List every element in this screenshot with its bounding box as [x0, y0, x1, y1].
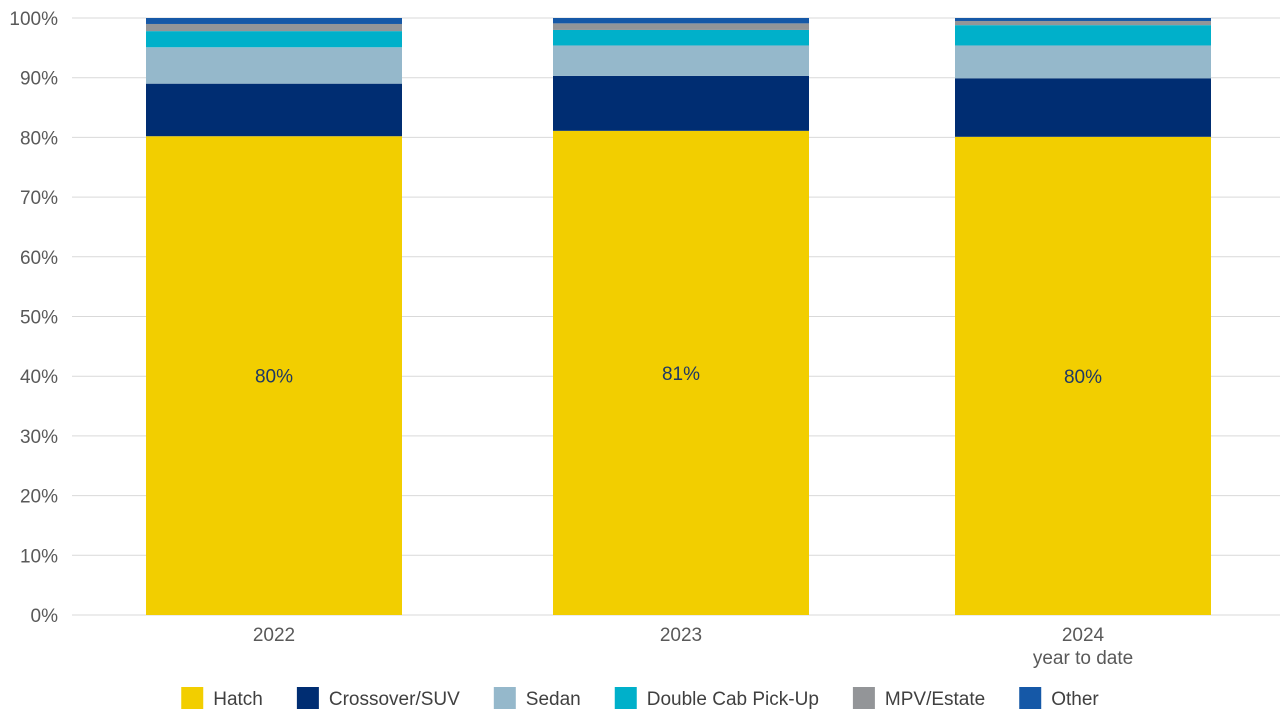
bar-segment-double-cab-pick-up — [553, 29, 809, 46]
bars — [146, 18, 1211, 616]
legend-label: Sedan — [526, 689, 581, 710]
data-label: 81% — [662, 364, 700, 385]
legend-label: MPV/Estate — [885, 689, 985, 710]
y-tick-label: 40% — [20, 367, 58, 388]
bar-segment-crossover-suv — [955, 78, 1211, 137]
y-tick-label: 80% — [20, 128, 58, 149]
legend-label: Hatch — [213, 689, 263, 710]
bar-segment-sedan — [955, 45, 1211, 79]
y-tick-label: 60% — [20, 248, 58, 269]
y-tick-label: 70% — [20, 188, 58, 209]
legend-label: Other — [1051, 689, 1099, 710]
legend-swatch — [852, 687, 875, 709]
legend-swatch — [181, 687, 204, 709]
legend-label: Double Cab Pick-Up — [647, 689, 819, 710]
bar-segment-crossover-suv — [553, 75, 809, 131]
y-tick-label: 100% — [9, 9, 58, 30]
bar-segment-mpv-estate — [146, 23, 402, 32]
legend-swatch — [296, 687, 319, 709]
x-category-label: 2024 year to date — [1033, 625, 1133, 669]
bar-segment-double-cab-pick-up — [955, 25, 1211, 46]
bar-segment-other — [553, 18, 809, 24]
data-label: 80% — [1064, 367, 1102, 388]
data-label: 80% — [255, 367, 293, 388]
bar-segment-mpv-estate — [553, 23, 809, 30]
legend-swatch — [614, 687, 637, 709]
legend: Hatch Crossover/SUV Sedan Double Cab Pick-U… — [181, 687, 1099, 710]
bar-segment-hatch — [553, 130, 809, 615]
x-category-label: 2022 — [253, 625, 295, 646]
x-category-label: 2023 — [660, 625, 702, 646]
legend-swatch — [493, 687, 516, 709]
y-tick-label: 90% — [20, 69, 58, 90]
y-tick-label: 0% — [31, 606, 59, 627]
y-tick-label: 50% — [20, 308, 58, 329]
bar-segment-other — [955, 18, 1211, 21]
bar-segment-sedan — [553, 45, 809, 76]
bar-segment-sedan — [146, 47, 402, 84]
y-axis-ticks: 0% 10% 20% 30% 40% 50% 60% 70% 80% 90% 100% — [9, 9, 58, 627]
y-tick-label: 10% — [20, 546, 58, 567]
bar-segment-hatch — [146, 136, 402, 615]
bar-segment-mpv-estate — [955, 20, 1211, 26]
legend-swatch — [1019, 687, 1042, 709]
y-tick-label: 20% — [20, 487, 58, 508]
data-labels: 80% 81% 80% — [255, 364, 1102, 388]
x-axis-categories: 2022 2023 2024 year to date — [253, 625, 1133, 669]
bar-segment-crossover-suv — [146, 83, 402, 137]
bar-segment-double-cab-pick-up — [146, 31, 402, 48]
bar-segment-other — [146, 18, 402, 24]
bar-segment-hatch — [955, 136, 1211, 616]
y-tick-label: 30% — [20, 427, 58, 448]
legend-label: Crossover/SUV — [329, 689, 460, 710]
